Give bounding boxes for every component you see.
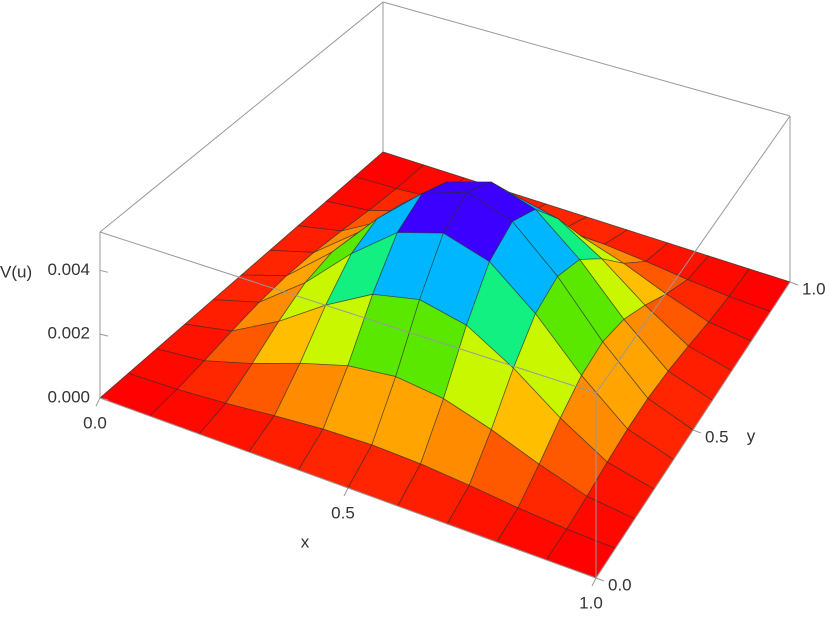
front-layer: 0.0 0.5 1.0 0.0 0.5 1.0 0.000 0.002 0.004 bbox=[47, 115, 826, 612]
z-tick bbox=[99, 333, 109, 337]
x-tick-label: 1.0 bbox=[579, 593, 603, 612]
x-axis-label: x bbox=[301, 532, 310, 551]
x-tick bbox=[343, 487, 349, 497]
z-tick bbox=[99, 397, 109, 401]
box-edge bbox=[99, 1, 384, 233]
y-tick bbox=[692, 429, 702, 434]
x-tick-label: 0.5 bbox=[331, 503, 355, 522]
z-tick-label: 0.004 bbox=[47, 260, 90, 279]
x-tick bbox=[591, 577, 597, 587]
x-tick-label: 0.0 bbox=[83, 413, 107, 432]
x-tick bbox=[95, 397, 101, 407]
z-axis-label: V(u) bbox=[0, 262, 32, 281]
z-tick-label: 0.000 bbox=[47, 387, 90, 406]
y-tick-label: 1.0 bbox=[802, 279, 826, 298]
box-edge bbox=[99, 231, 597, 394]
z-tick bbox=[99, 269, 109, 273]
y-tick bbox=[595, 577, 605, 582]
y-axis-label: y bbox=[747, 426, 756, 445]
y-tick-label: 0.0 bbox=[608, 575, 632, 594]
z-tick-label: 0.002 bbox=[47, 324, 90, 343]
y-tick bbox=[789, 281, 799, 286]
y-tick-label: 0.5 bbox=[705, 427, 729, 446]
box-edge bbox=[595, 115, 791, 394]
surface bbox=[99, 151, 791, 579]
box-edge bbox=[382, 1, 791, 117]
